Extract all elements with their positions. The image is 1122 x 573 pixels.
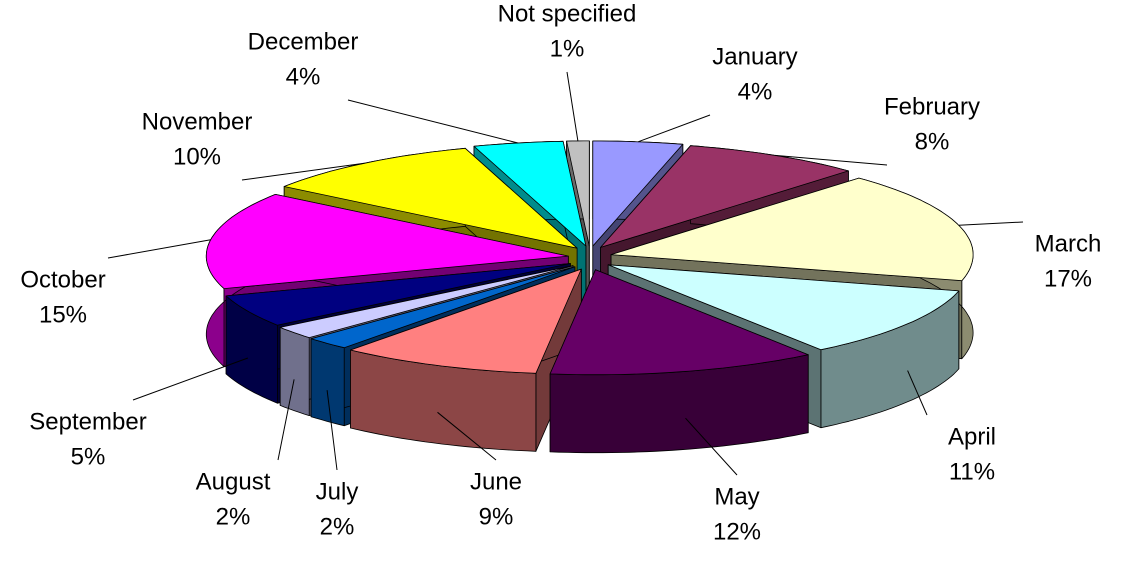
- slice-label: October: [20, 266, 105, 293]
- value-label: 9%: [479, 503, 514, 530]
- value-label: 2%: [320, 513, 355, 540]
- slice: [610, 177, 974, 282]
- value-label: 2%: [216, 503, 251, 530]
- value-label: 11%: [949, 458, 995, 485]
- slice-label: May: [714, 483, 759, 510]
- leader-line: [241, 162, 365, 181]
- slice: [592, 140, 684, 247]
- slice: [549, 269, 809, 376]
- slice: [473, 140, 587, 247]
- leader-line: [277, 379, 295, 461]
- slice: [225, 263, 571, 326]
- leader-line: [347, 99, 519, 144]
- leader-line: [437, 411, 497, 461]
- value-label: 17%: [1044, 265, 1092, 292]
- slice-side: [279, 327, 310, 416]
- slice-label: June: [470, 468, 522, 495]
- slice: [310, 266, 576, 349]
- slice: [279, 265, 574, 338]
- pie: [205, 140, 974, 454]
- value-label: 10%: [173, 143, 221, 170]
- slice-label: January: [712, 43, 797, 70]
- value-label: 4%: [286, 63, 321, 90]
- labels: January 4% February 8% March 17% April 11% May 12…: [20, 0, 1101, 545]
- leader-line: [685, 417, 738, 476]
- slice-label: December: [248, 28, 359, 55]
- leader-line: [637, 114, 711, 143]
- leader-line: [107, 239, 211, 259]
- slice-label: November: [142, 108, 253, 135]
- leader-line: [774, 154, 888, 166]
- leader-line: [132, 357, 249, 401]
- leader-line: [907, 370, 928, 416]
- leader-line: [326, 390, 338, 471]
- value-label: 5%: [71, 443, 106, 470]
- slice-label: February: [884, 93, 980, 120]
- leader-line: [958, 221, 1024, 226]
- slice-label: Not specified: [498, 0, 637, 27]
- slice-label: April: [948, 423, 996, 450]
- value-label: 8%: [915, 128, 950, 155]
- slice-label: August: [196, 468, 271, 495]
- value-label: 1%: [550, 35, 585, 62]
- leader-line: [566, 71, 579, 142]
- slice: [607, 264, 960, 351]
- slice-label: March: [1035, 230, 1102, 257]
- value-label: 12%: [713, 518, 761, 545]
- value-label: 15%: [39, 301, 87, 328]
- slice: [350, 268, 582, 374]
- slice-label: July: [316, 478, 359, 505]
- value-label: 4%: [738, 78, 773, 105]
- slice-side: [310, 338, 345, 427]
- slice-label: September: [29, 408, 146, 435]
